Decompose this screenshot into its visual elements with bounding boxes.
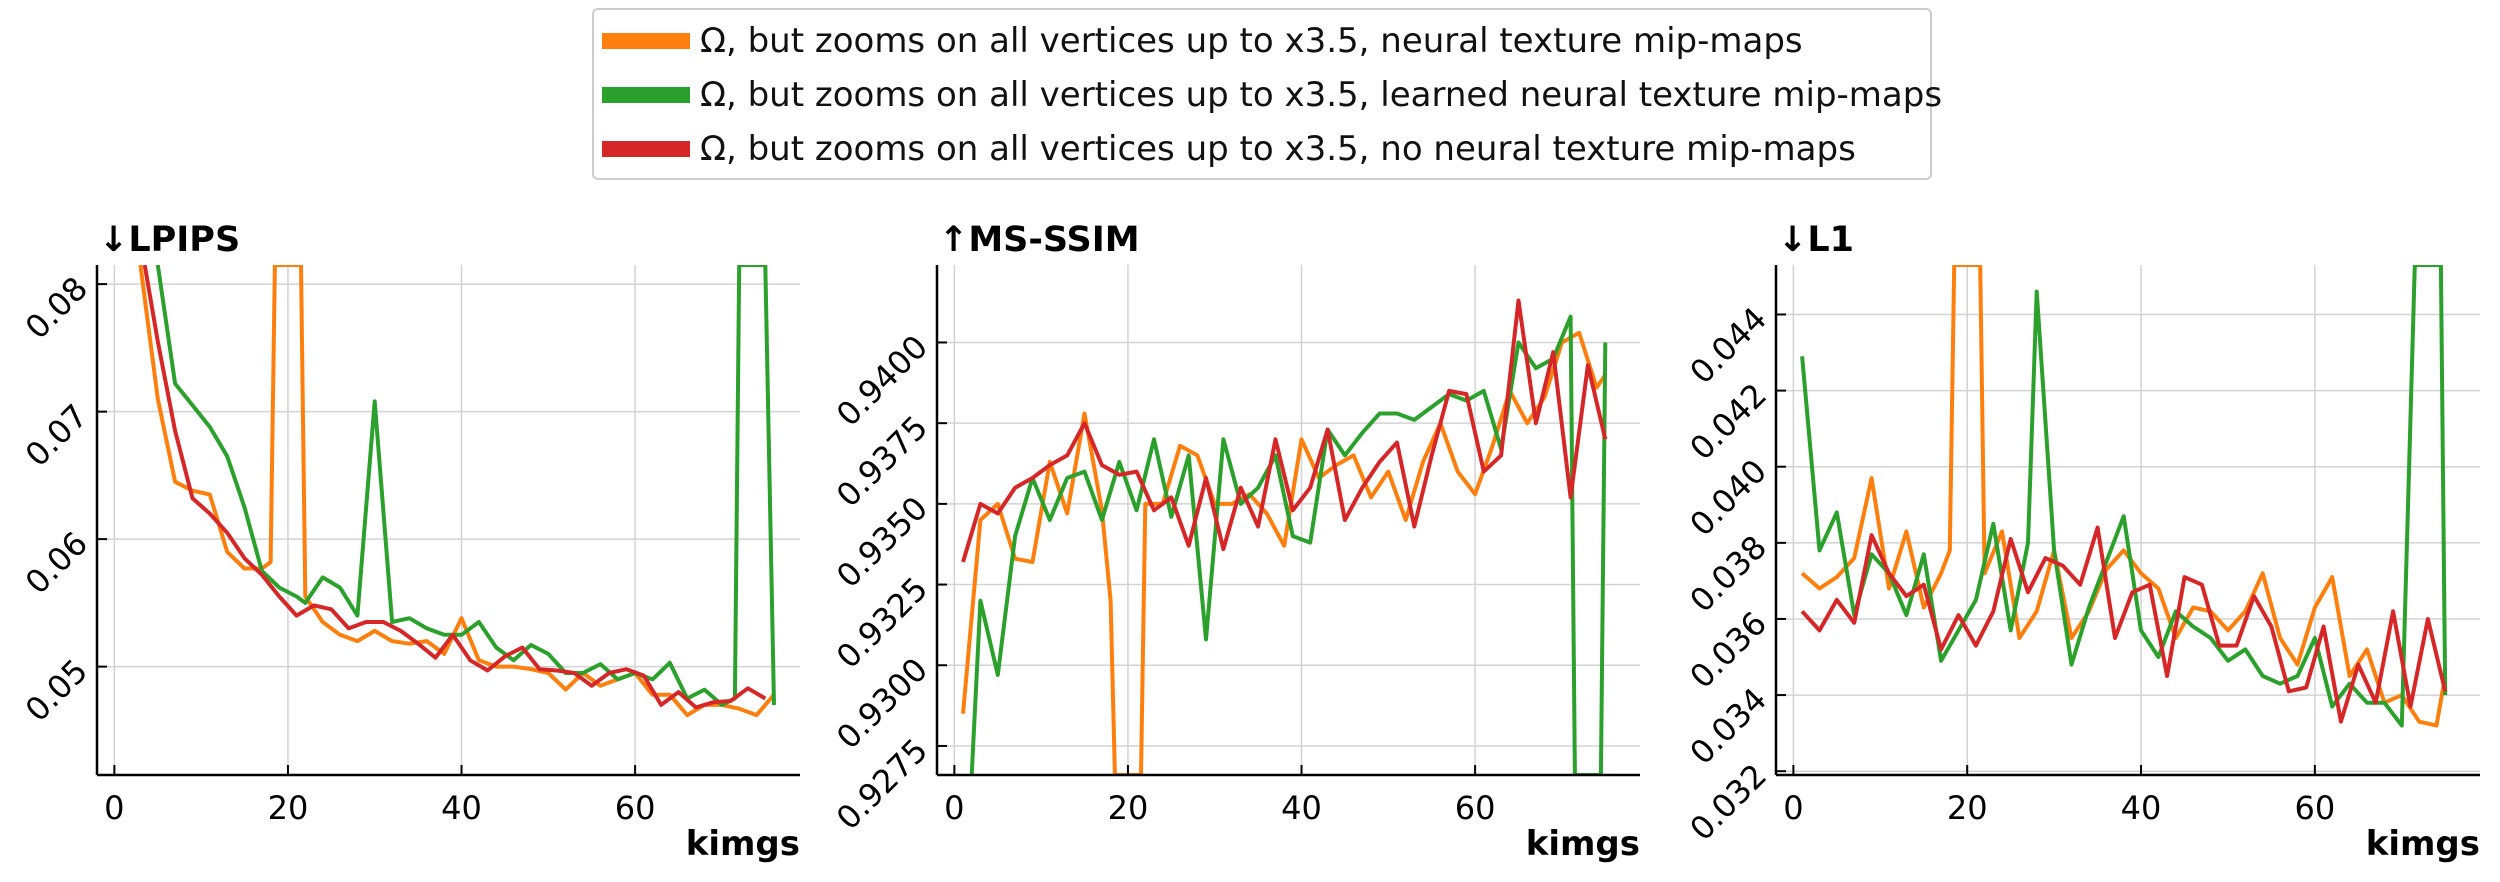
legend-swatch-red (602, 141, 690, 157)
x-tick-label: 0 (944, 789, 964, 827)
y-tick-label: 0.9400 (829, 328, 935, 434)
y-tick-label: 0.05 (18, 652, 95, 729)
y-tick-label: 0.036 (1682, 604, 1774, 696)
x-tick-label: 20 (1108, 789, 1149, 827)
y-tick-label: 0.042 (1682, 376, 1774, 468)
series-line-0 (1800, 265, 2448, 728)
x-axis-label: kimgs (1526, 824, 1640, 864)
x-tick-label: 0 (104, 789, 124, 827)
x-tick-label: 60 (1455, 789, 1496, 827)
x-tick-label: 0 (1783, 789, 1803, 827)
y-tick-label: 0.07 (18, 397, 95, 474)
y-tick-label: 0.06 (18, 524, 95, 601)
x-tick-label: 20 (268, 789, 309, 827)
series-line-1 (969, 314, 1608, 775)
legend-label: Ω, but zooms on all vertices up to x3.5,… (700, 21, 1803, 61)
panel-title: ↓LPIPS (99, 220, 240, 260)
y-tick-label: 0.038 (1682, 528, 1774, 620)
y-tick-label: 0.9275 (829, 731, 935, 837)
y-tick-label: 0.9325 (829, 570, 935, 676)
x-axis-label: kimgs (2366, 824, 2480, 864)
legend: Ω, but zooms on all vertices up to x3.5,… (592, 8, 1942, 180)
series-line-2 (142, 265, 767, 710)
series-line-0 (961, 330, 1607, 775)
y-tick-label: 0.9300 (829, 650, 935, 756)
y-tick-label: 0.040 (1682, 452, 1774, 544)
y-tick-label: 0.08 (18, 269, 95, 346)
legend-label: Ω, but zooms on all vertices up to x3.5,… (700, 75, 1943, 115)
series-line-2 (961, 298, 1608, 563)
x-tick-label: 60 (2295, 789, 2336, 827)
panel-title: ↑MS-SSIM (939, 220, 1140, 260)
legend-label: Ω, but zooms on all vertices up to x3.5,… (700, 129, 1856, 169)
legend-swatch-orange (602, 33, 690, 49)
x-tick-label: 40 (2121, 789, 2162, 827)
panel-title: ↓L1 (1778, 220, 1854, 260)
series-line-0 (138, 265, 776, 718)
x-tick-label: 20 (1947, 789, 1988, 827)
series-line-2 (1800, 525, 2448, 724)
x-tick-label: 40 (441, 789, 482, 827)
x-axis-label: kimgs (686, 824, 800, 864)
y-tick-label: 0.034 (1682, 680, 1774, 772)
y-tick-label: 0.9350 (829, 489, 935, 595)
series-line-1 (155, 265, 776, 707)
series-line-1 (1800, 265, 2448, 728)
x-tick-label: 60 (615, 789, 656, 827)
y-tick-label: 0.032 (1682, 756, 1774, 848)
y-tick-label: 0.044 (1682, 300, 1774, 392)
y-tick-label: 0.9375 (829, 408, 935, 514)
legend-swatch-green (602, 87, 690, 103)
x-tick-label: 40 (1281, 789, 1322, 827)
